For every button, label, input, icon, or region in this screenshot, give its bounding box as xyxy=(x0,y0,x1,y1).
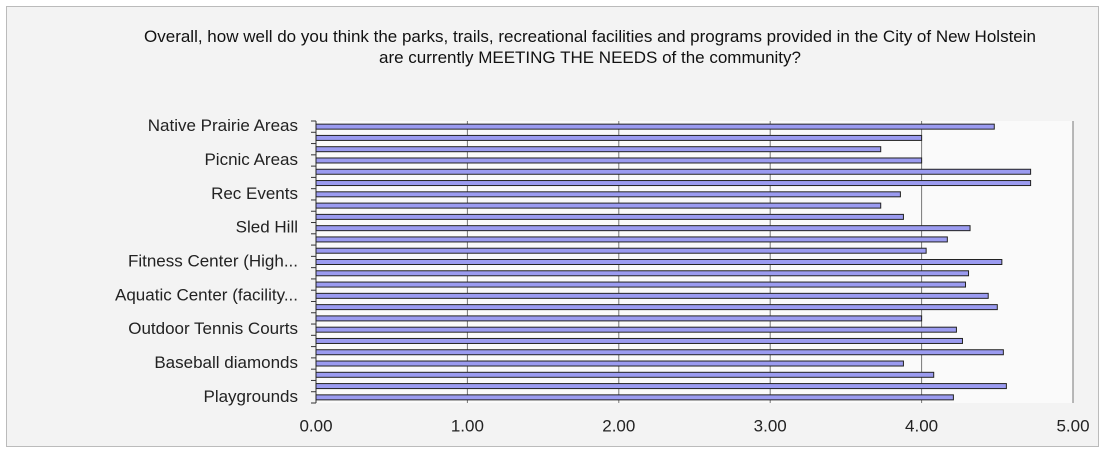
y-tick-label: Picnic Areas xyxy=(204,150,298,169)
x-tick-label: 5.00 xyxy=(1056,416,1089,435)
x-tick-label: 2.00 xyxy=(602,416,635,435)
bar xyxy=(315,371,935,378)
bar xyxy=(315,315,923,322)
bar xyxy=(315,349,1004,356)
bar xyxy=(315,146,882,153)
bar xyxy=(315,191,901,198)
bar xyxy=(315,326,957,333)
chart-title: Overall, how well do you think the parks… xyxy=(144,27,1036,67)
bar xyxy=(315,247,927,254)
x-tick-label: 0.00 xyxy=(299,416,332,435)
bar xyxy=(315,225,971,232)
bar xyxy=(315,236,948,243)
bar xyxy=(315,157,923,164)
bar xyxy=(315,213,904,220)
bar xyxy=(315,259,1003,265)
y-tick-label: Rec Events xyxy=(211,184,298,203)
x-tick-label: 3.00 xyxy=(754,416,787,435)
y-tick-label: Sled Hill xyxy=(236,218,298,237)
x-tick-label: 1.00 xyxy=(451,416,484,435)
y-tick-label: Fitness Center (High... xyxy=(128,251,298,270)
bar xyxy=(315,292,989,299)
bar xyxy=(315,123,995,130)
y-tick-label: Native Prairie Areas xyxy=(148,116,298,135)
bar xyxy=(315,337,963,344)
bar xyxy=(315,270,970,277)
bar xyxy=(315,304,998,311)
bar xyxy=(315,168,1032,175)
y-tick-label: Playgrounds xyxy=(203,387,298,406)
bar xyxy=(315,383,1007,390)
bar xyxy=(315,281,967,288)
bar xyxy=(315,394,954,401)
bar xyxy=(315,202,882,209)
y-tick-label: Aquatic Center (facility... xyxy=(115,285,298,304)
bar xyxy=(315,134,923,141)
bar xyxy=(315,180,1032,187)
y-tick-label: Outdoor Tennis Courts xyxy=(128,319,298,338)
x-tick-label: 4.00 xyxy=(905,416,938,435)
y-tick-label: Baseball diamonds xyxy=(154,353,298,372)
bar xyxy=(315,360,904,367)
